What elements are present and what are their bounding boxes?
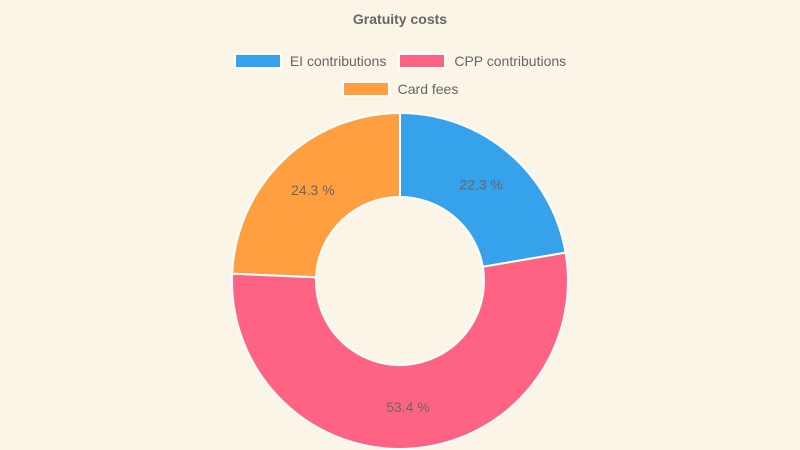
legend-label-card-fees: Card fees [397, 81, 459, 97]
slice-label-ei: 22.3 % [459, 177, 503, 193]
slice-label-cpp: 53.4 % [386, 399, 430, 415]
legend-label-cpp: CPP contributions [454, 53, 567, 69]
slice-cpp[interactable] [231, 251, 569, 450]
legend-label-ei: EI contributions [289, 53, 387, 69]
legend-swatch-card-fees [341, 81, 390, 97]
slice-label-card-fees: 24.3 % [291, 182, 335, 198]
legend-item-cpp[interactable]: CPP contributions [398, 53, 566, 69]
legend-row-1: EI contributions CPP contributions [0, 53, 800, 69]
slice-ei[interactable] [399, 111, 567, 268]
legend-swatch-ei [233, 53, 282, 69]
chart-title: Gratuity costs [352, 11, 448, 27]
legend-item-card-fees[interactable]: Card fees [341, 81, 459, 97]
slice-card-fees[interactable] [231, 111, 401, 279]
legend-swatch-cpp [398, 53, 447, 69]
legend-row-2: Card fees [0, 81, 800, 97]
legend-item-ei[interactable]: EI contributions [233, 53, 387, 69]
